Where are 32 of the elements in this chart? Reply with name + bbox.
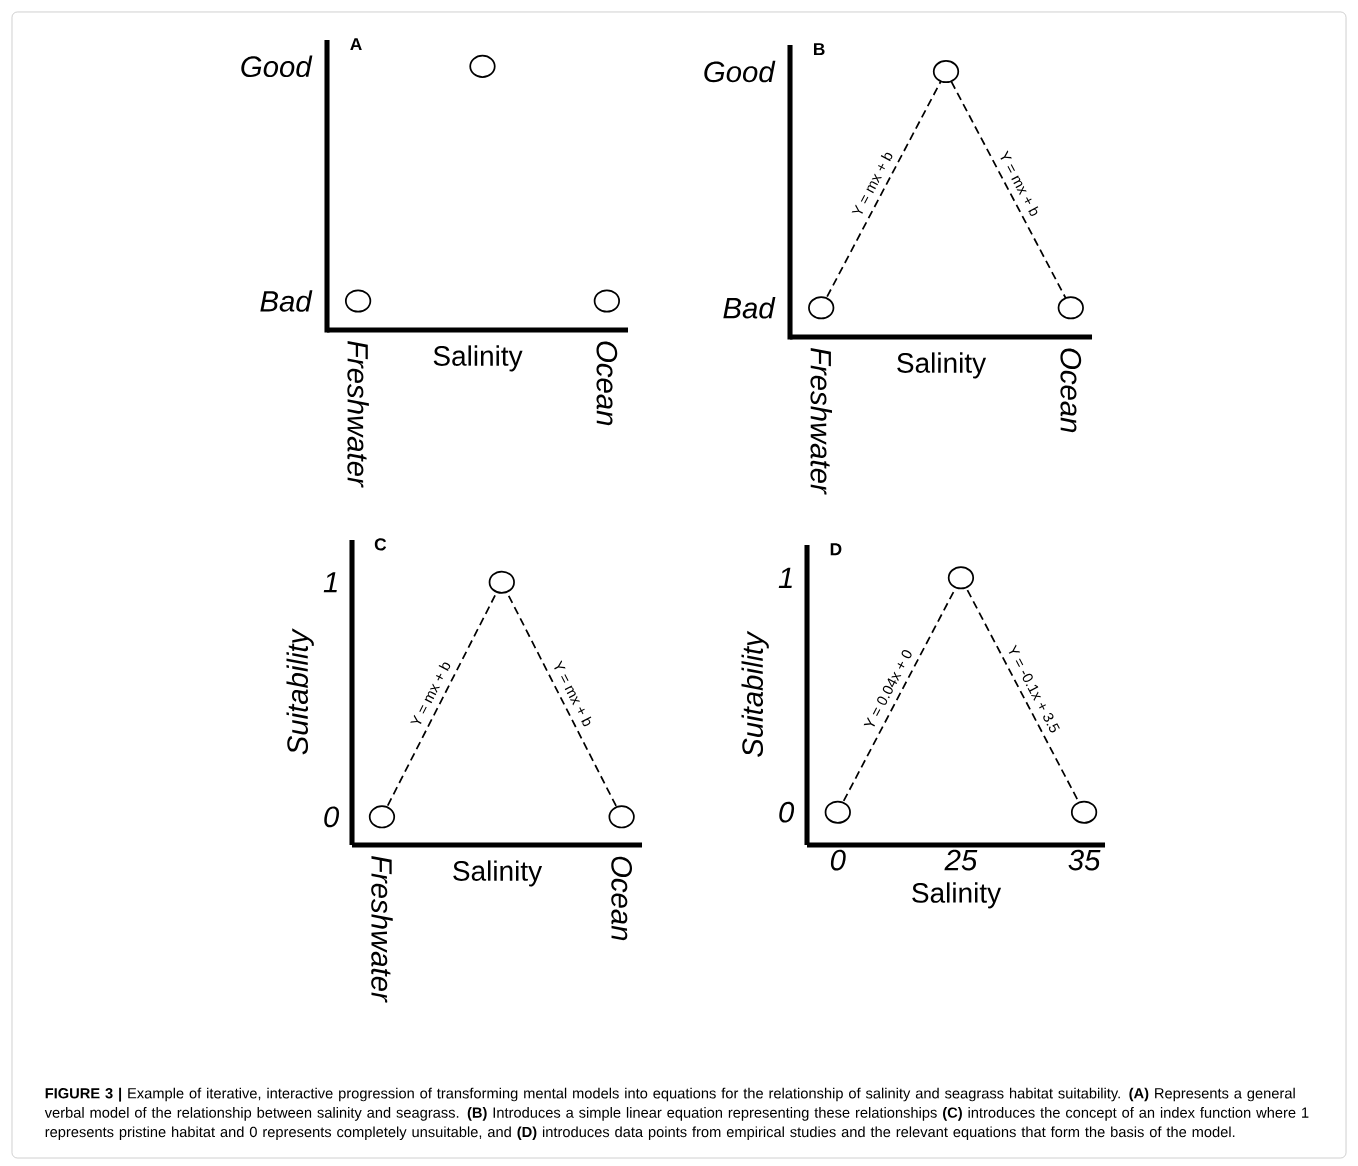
x-axis-title: Salinity: [912, 882, 1002, 909]
annotation: Y = mx + b: [1000, 150, 1039, 216]
text: Good: [704, 60, 776, 83]
x-axis-title: Salinity: [897, 352, 987, 379]
x-tick-label: Freshwater: [810, 347, 832, 495]
chart-title: B: [813, 43, 825, 56]
text: Bad: [723, 297, 776, 319]
chart-title: C: [374, 538, 387, 551]
annotation: Y = mx + b: [554, 660, 592, 727]
annotation: Y = mx + b: [410, 662, 451, 724]
annotation: Y = mx + b: [851, 152, 893, 214]
text: Bad: [260, 290, 313, 312]
y-tick-label: 1: [323, 572, 337, 593]
x-tick-label: Ocean: [596, 341, 618, 426]
text: FIGURE 3 | Example of iterative, interactive progression of transforming mental models into equations for the relationship of salinity and seagrass habitat suitability. (A) Represents a general verbal model of the relationship between salinity and seagrass. (B) Introduces a simple linear equation representing these relationships (C) introduces the concept of an index function where 1 represents pristine habitat and 0 represents completely unsuitable, and (D) introduces data points from empirical studies and the relevant equations that form the basis of the model.: [44, 1087, 1309, 1141]
x-tick-label: Ocean: [611, 856, 633, 941]
x-tick-label: 25: [944, 849, 978, 871]
annotation: Y = 0.04x + 0: [863, 650, 912, 727]
x-axis-title: Salinity: [433, 345, 523, 372]
y-axis-title: Suitability: [286, 628, 314, 755]
chart-title: D: [830, 543, 842, 556]
x-axis-title: Salinity: [453, 860, 543, 887]
annotation: Y = -0.1x + 3.5: [1008, 644, 1060, 733]
text: Good: [241, 55, 313, 78]
x-tick-label: Freshwater: [371, 855, 393, 1003]
y-tick-label: 1: [778, 567, 792, 588]
x-tick-label: Freshwater: [347, 340, 369, 488]
chart-title: A: [350, 38, 362, 51]
x-tick-label: 35: [1068, 849, 1101, 871]
y-axis-title: Suitability: [741, 630, 769, 757]
x-tick-label: 0: [830, 849, 846, 871]
x-tick-label: Ocean: [1060, 348, 1082, 433]
